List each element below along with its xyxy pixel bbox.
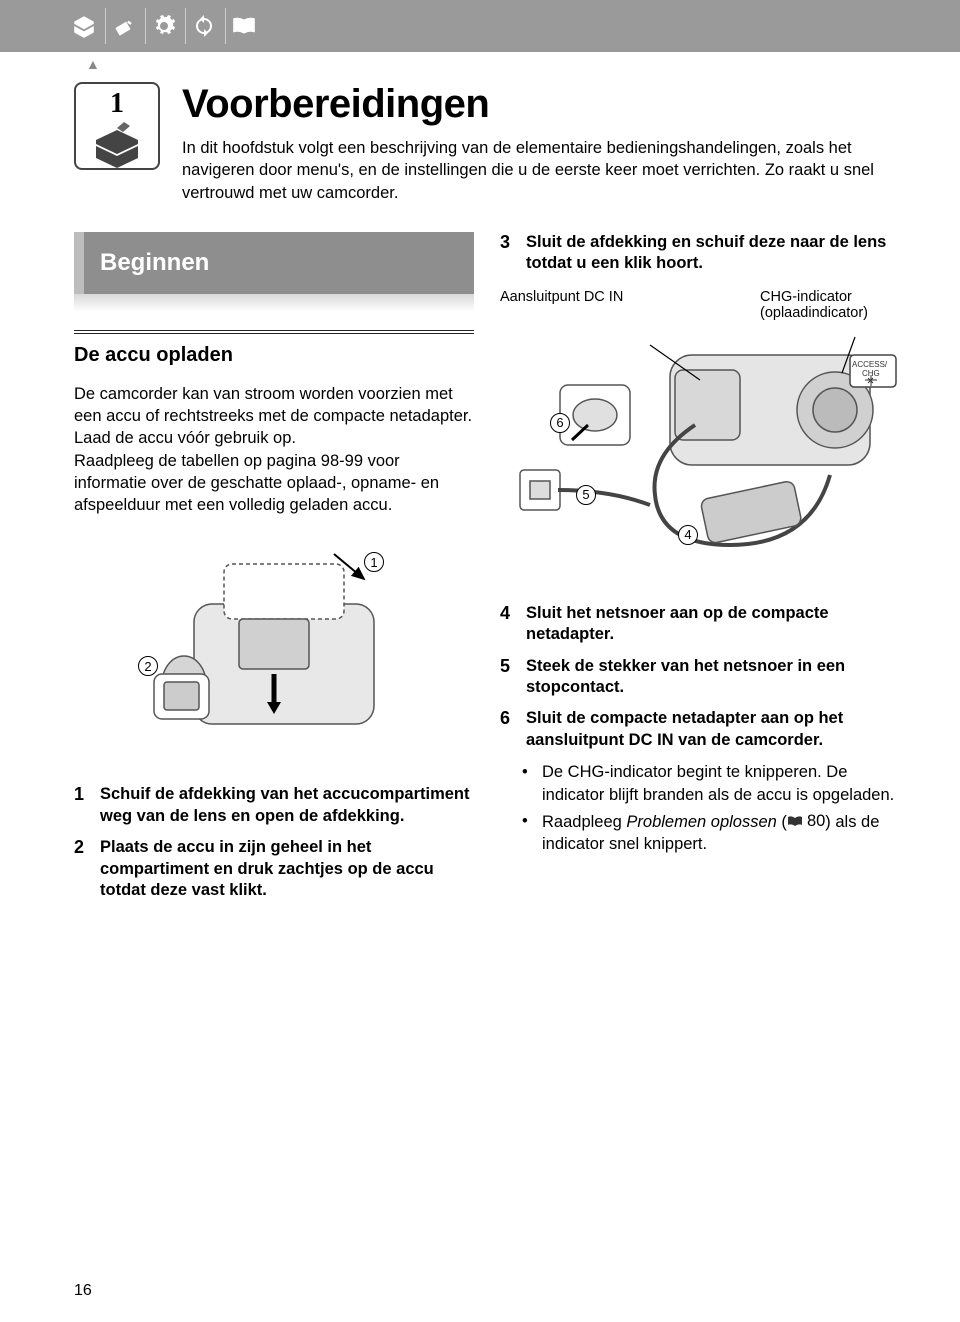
bullet-1: • De CHG-indicator begint te knipperen. … [522,761,900,806]
book-ref-page: 80 [807,810,825,832]
chapter-title: Voorbereidingen [182,82,900,127]
refresh-icon [190,8,226,44]
pointer-triangle: ▲ [86,56,100,72]
header-icons [70,8,266,44]
callout-circle-6: 6 [550,413,570,433]
step-5: 5 Steek de stekker van het netsnoer in e… [500,656,900,699]
header-bar [0,0,960,52]
callout-circle-4: 4 [678,525,698,545]
bullet-text: De CHG-indicator begint te knipperen. De… [542,761,900,806]
page-number: 16 [74,1282,92,1300]
gear-icon [150,8,186,44]
chapter-text-block: Voorbereidingen In dit hoofdstuk volgt e… [182,82,900,204]
step-number: 2 [74,837,92,901]
step-text: Sluit het netsnoer aan op de compacte ne… [526,603,900,646]
battery-figure: 1 2 [134,534,414,764]
chapter-number: 1 [110,88,124,120]
left-body-text: De camcorder kan van stroom worden voorz… [74,383,474,517]
bullet-2: • Raadpleeg Problemen oplossen ( 80) als… [522,810,900,856]
step-text: Sluit de afdekking en schuif deze naar d… [526,232,900,275]
step-number: 6 [500,708,518,751]
step-number: 3 [500,232,518,275]
chapter-badge: 1 [74,82,160,170]
step-number: 1 [74,784,92,827]
left-column: Beginnen De accu opladen De camcorder ka… [74,232,474,912]
box-open-large-icon [90,120,144,168]
step-3: 3 Sluit de afdekking en schuif deze naar… [500,232,900,275]
charging-figure: ACCESS/ CHG 6 5 4 [500,325,900,585]
book-ref: 80 [787,810,825,832]
bullet-italic: Problemen oplossen [626,813,776,831]
callout-labels: Aansluitpunt DC IN CHG-indicator (oplaad… [500,289,900,321]
bullet-marker: • [522,810,534,856]
step-text: Sluit de compacte netadapter aan op het … [526,708,900,751]
callout-chg: CHG-indicator (oplaadindicator) [760,289,900,321]
step-6: 6 Sluit de compacte netadapter aan op he… [500,708,900,751]
step-text: Plaats de accu in zijn geheel in het com… [100,837,474,901]
subsection-rule [74,330,474,334]
box-open-icon [70,8,106,44]
chapter-header: 1 Voorbereidingen In dit hoofdstuk volgt… [74,82,900,204]
step-1: 1 Schuif de afdekking van het accucompar… [74,784,474,827]
right-column: 3 Sluit de afdekking en schuif deze naar… [500,232,900,912]
page-content: 1 Voorbereidingen In dit hoofdstuk volgt… [0,52,960,942]
camcorder-tilt-icon [110,8,146,44]
step-2: 2 Plaats de accu in zijn geheel in het c… [74,837,474,901]
section-title: Beginnen [100,249,209,277]
step-text: Schuif de afdekking van het accucomparti… [100,784,474,827]
book-icon [230,8,266,44]
callout-dcin: Aansluitpunt DC IN [500,289,623,321]
svg-text:ACCESS/: ACCESS/ [852,360,888,369]
bullet-marker: • [522,761,534,806]
callout-circle-5: 5 [576,485,596,505]
bullet-pre: Raadpleeg [542,813,626,831]
step-text: Steek de stekker van het netsnoer in een… [526,656,900,699]
subsection-title: De accu opladen [74,344,474,367]
section-banner: Beginnen [74,232,474,294]
step-number: 5 [500,656,518,699]
chapter-intro: In dit hoofdstuk volgt een beschrijving … [182,137,900,204]
bullet-text: Raadpleeg Problemen oplossen ( 80) als d… [542,810,900,856]
book-ref-icon [787,815,803,827]
two-column-layout: Beginnen De accu opladen De camcorder ka… [74,232,900,912]
step-number: 4 [500,603,518,646]
step-4: 4 Sluit het netsnoer aan op de compacte … [500,603,900,646]
